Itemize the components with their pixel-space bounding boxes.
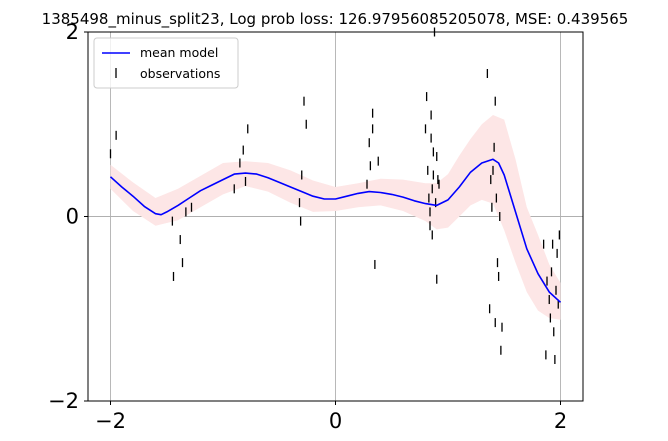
chart-title: 1385498_minus_split23, Log prob loss: 12… (42, 10, 629, 29)
x-tick-label: 0 (329, 409, 342, 433)
y-tick-label: 2 (66, 20, 79, 44)
y-tick-label: 0 (66, 205, 79, 229)
uncertainty-band-area (110, 115, 561, 320)
legend-label-mean-model: mean model (140, 45, 218, 60)
x-tick-label: 2 (554, 409, 567, 433)
mean-model-series (109, 158, 562, 303)
legend: mean model observations (93, 37, 239, 89)
legend-box (93, 37, 239, 89)
mean-model-line (109, 158, 562, 303)
y-tick-label: −2 (48, 389, 79, 413)
x-tick-label: −2 (95, 409, 126, 433)
axis-ticks: −2 0 2 −2 0 2 (48, 20, 567, 433)
legend-label-observations: observations (140, 66, 220, 81)
uncertainty-band (110, 115, 561, 320)
